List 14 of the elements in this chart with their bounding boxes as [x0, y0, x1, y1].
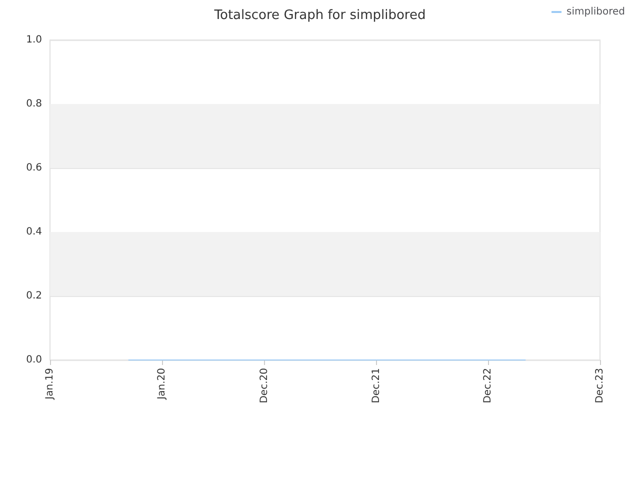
- y-tick-label: 1.0: [26, 34, 42, 46]
- y-tick-label: 0.6: [26, 162, 42, 174]
- chart-title: Totalscore Graph for simplibored: [213, 8, 426, 23]
- x-tick-label: Dec.22: [482, 368, 494, 404]
- x-tick-label: Dec.20: [258, 368, 270, 404]
- y-tick-label: 0.2: [26, 290, 42, 302]
- legend-label: simplibored: [566, 6, 626, 18]
- y-tick-label: 0.4: [26, 226, 42, 238]
- y-tick-label: 0.8: [26, 98, 42, 110]
- x-tick-label: Dec.21: [370, 368, 382, 404]
- x-tick-label: Jan.20: [156, 368, 168, 400]
- x-tick-label: Jan.19: [44, 368, 56, 400]
- y-tick-label: 0.0: [26, 354, 42, 366]
- x-tick-label: Dec.23: [594, 368, 606, 404]
